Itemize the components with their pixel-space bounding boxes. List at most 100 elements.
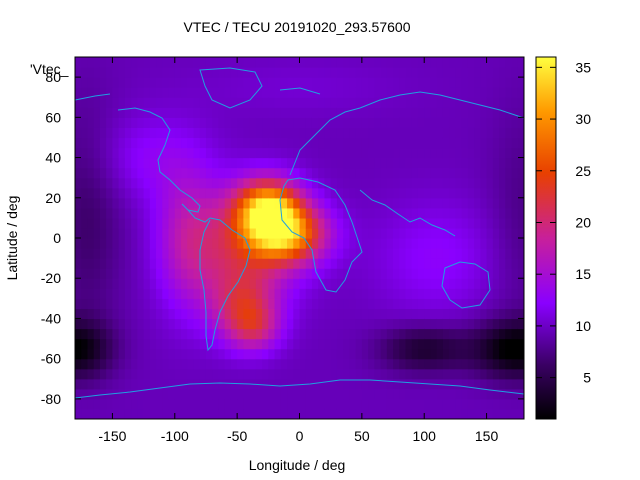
heatmap-cell <box>199 388 207 400</box>
heatmap-cell <box>299 117 307 128</box>
heatmap-cell <box>112 348 120 360</box>
heatmap-cell <box>218 57 226 68</box>
heatmap-cell <box>143 87 151 98</box>
heatmap-cell <box>305 258 313 269</box>
heatmap-cell <box>474 318 481 330</box>
heatmap-cell <box>417 388 425 400</box>
heatmap-cell <box>255 97 263 108</box>
heatmap-cell <box>486 268 494 279</box>
heatmap-cell <box>461 298 469 309</box>
heatmap-cell <box>81 368 89 380</box>
heatmap-cell <box>255 77 263 88</box>
heatmap-cell <box>411 147 419 159</box>
heatmap-cell <box>280 308 288 320</box>
heatmap-cell <box>230 268 238 279</box>
heatmap-cell <box>455 288 463 299</box>
heatmap-cell <box>436 268 444 279</box>
heatmap-cell <box>467 318 475 330</box>
heatmap-cell <box>181 137 188 149</box>
heatmap-cell <box>474 117 481 128</box>
heatmap-cell <box>455 388 463 400</box>
heatmap-cell <box>212 348 220 360</box>
heatmap-cell <box>162 328 170 340</box>
heatmap-cell <box>492 137 500 149</box>
heatmap-cell <box>212 137 220 149</box>
heatmap-cell <box>293 227 301 239</box>
heatmap-cell <box>280 338 288 350</box>
heatmap-cell <box>424 388 432 400</box>
heatmap-cell <box>280 408 288 419</box>
heatmap-cell <box>393 268 400 279</box>
heatmap-cell <box>230 227 238 239</box>
heatmap-cell <box>168 207 176 219</box>
heatmap-cell <box>499 117 506 128</box>
heatmap-cell <box>305 318 313 330</box>
heatmap-cell <box>199 207 207 219</box>
heatmap-cell <box>361 87 369 98</box>
heatmap-cell <box>255 248 263 259</box>
heatmap-cell <box>243 77 251 88</box>
heatmap-cell <box>87 217 95 229</box>
heatmap-cell <box>330 298 338 309</box>
heatmap-cell <box>93 197 101 209</box>
heatmap-cell <box>174 348 182 360</box>
heatmap-cell <box>75 388 82 400</box>
heatmap-cell <box>474 378 481 390</box>
heatmap-cell <box>131 157 138 169</box>
heatmap-cell <box>442 127 450 139</box>
heatmap-cell <box>118 197 126 209</box>
heatmap-cell <box>517 87 524 98</box>
heatmap-cell <box>436 157 444 169</box>
heatmap-cell <box>461 117 469 128</box>
heatmap-cell <box>293 127 301 139</box>
heatmap-cell <box>212 288 220 299</box>
heatmap-cell <box>361 227 369 239</box>
heatmap-cell <box>343 338 350 350</box>
heatmap-cell <box>137 278 145 289</box>
heatmap-cell <box>492 147 500 159</box>
heatmap-cell <box>517 107 524 118</box>
heatmap-cell <box>106 348 114 360</box>
heatmap-cell <box>336 368 344 380</box>
heatmap-cell <box>343 137 350 149</box>
heatmap-cell <box>149 348 157 360</box>
heatmap-cell <box>511 268 519 279</box>
heatmap-cell <box>137 268 145 279</box>
heatmap-cell <box>274 107 282 118</box>
heatmap-cell <box>486 177 494 189</box>
heatmap-cell <box>199 248 207 259</box>
heatmap-cell <box>124 97 132 108</box>
heatmap-cell <box>386 348 394 360</box>
heatmap-cell <box>393 338 400 350</box>
heatmap-cell <box>405 388 413 400</box>
heatmap-cell <box>299 137 307 149</box>
heatmap-cell <box>374 127 382 139</box>
heatmap-cell <box>274 238 282 249</box>
heatmap-cell <box>361 107 369 118</box>
heatmap-cell <box>299 207 307 219</box>
heatmap-cell <box>343 77 350 88</box>
heatmap-cell <box>505 77 513 88</box>
heatmap-cell <box>106 167 114 179</box>
heatmap-cell <box>205 87 213 98</box>
heatmap-cell <box>268 388 276 400</box>
heatmap-cell <box>517 238 524 249</box>
heatmap-cell <box>399 288 407 299</box>
heatmap-cell <box>124 117 132 128</box>
heatmap-cell <box>499 368 506 380</box>
heatmap-cell <box>436 127 444 139</box>
heatmap-cell <box>511 368 519 380</box>
heatmap-cell <box>517 328 524 340</box>
heatmap-cell <box>112 308 120 320</box>
heatmap-cell <box>124 187 132 199</box>
heatmap-cell <box>255 87 263 98</box>
heatmap-cell <box>417 248 425 259</box>
heatmap-cell <box>249 197 257 209</box>
heatmap-cell <box>124 378 132 390</box>
coastline-arctic <box>75 87 321 101</box>
heatmap-cell <box>143 217 151 229</box>
heatmap-cell <box>199 368 207 380</box>
heatmap-cell <box>330 408 338 419</box>
heatmap-cell <box>368 288 375 299</box>
heatmap-cell <box>243 408 251 419</box>
